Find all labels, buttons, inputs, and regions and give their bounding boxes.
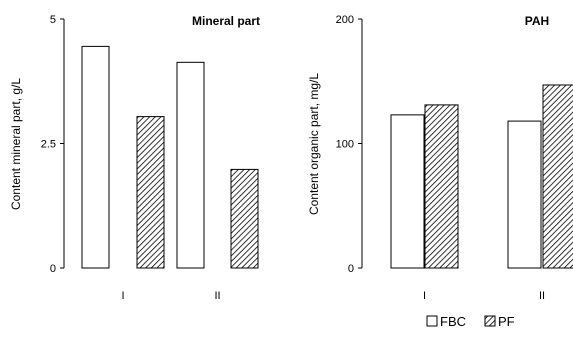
x-category-label: II (539, 290, 545, 302)
bar-pf-ii (542, 84, 573, 269)
bars-mineral (81, 45, 259, 269)
y-tick-label: 0 (50, 263, 56, 275)
y-axis-label-mineral: Content mineral part, g/L (9, 78, 23, 210)
y-tick-label: 2.5 (41, 139, 56, 151)
bar-fbc-ii (507, 120, 542, 269)
x-category-label: I (423, 290, 426, 302)
y-tick-label: 200 (336, 14, 354, 26)
bar-fbc-i (81, 45, 110, 269)
legend-label-pf: PF (498, 314, 515, 329)
bar-pf-i (136, 116, 165, 269)
y-tick-label: 100 (336, 139, 354, 151)
chart-panel-mineral: Mineral part Content mineral part, g/L 0… (9, 14, 260, 302)
bar-pf-i (424, 104, 459, 269)
y-axis-ticks-mineral: 02.55 (41, 14, 64, 275)
legend: FBC PF (426, 314, 515, 329)
chart-title-pah: PAH (525, 14, 549, 28)
legend-swatch-fbc (426, 315, 438, 327)
x-axis-categories-pah: I II (423, 290, 545, 302)
legend-swatch-pf (484, 315, 496, 327)
bars-pah (390, 84, 573, 269)
y-tick-label: 0 (348, 263, 354, 275)
x-category-label: I (121, 290, 124, 302)
x-category-label: II (214, 290, 220, 302)
x-axis-categories-mineral: I II (121, 290, 220, 302)
y-axis-ticks-pah: 0 100 200 (336, 14, 362, 275)
y-tick-label: 5 (50, 14, 56, 26)
chart-panel-pah: PAH Content organic part, mg/L 0 100 200 I… (307, 14, 573, 302)
legend-label-fbc: FBC (440, 314, 466, 329)
bar-fbc-i (390, 114, 425, 269)
chart-title-mineral: Mineral part (192, 14, 260, 28)
y-axis-label-pah: Content organic part, mg/L (307, 73, 321, 215)
bar-fbc-ii (176, 61, 205, 269)
bar-pf-ii (230, 168, 259, 269)
